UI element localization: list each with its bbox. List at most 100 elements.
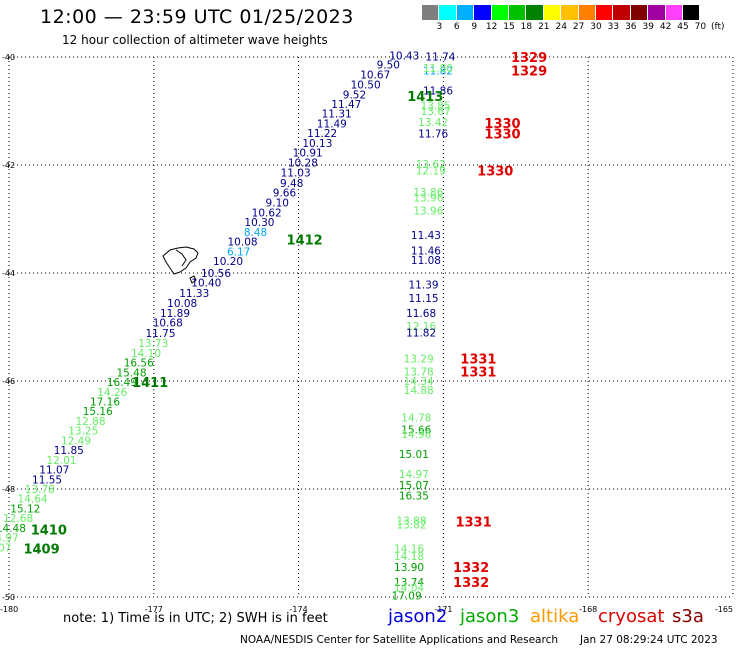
wave-height-value: 11.80 bbox=[423, 63, 453, 75]
pass-time-label: 1330 bbox=[477, 164, 513, 179]
colorbar-label: 21 bbox=[538, 22, 550, 32]
wave-height-value: 12.16 bbox=[406, 321, 436, 333]
lon-tick-label: -180 bbox=[0, 605, 18, 614]
colorbar-swatch bbox=[439, 5, 457, 20]
pass-time-label: 1411 bbox=[132, 376, 168, 391]
wave-height-value: 13.67 bbox=[421, 106, 451, 118]
wave-height-value: 8.48 bbox=[244, 227, 267, 239]
legend-note: note: 1) Time is in UTC; 2) SWH is in fe… bbox=[63, 611, 328, 626]
wave-height-value: 11.15 bbox=[409, 293, 439, 305]
wave-height-value: 11.03 bbox=[281, 168, 311, 180]
colorbar-swatch bbox=[630, 5, 649, 20]
wave-height-value: 11.85 bbox=[54, 445, 84, 457]
colorbar-label: 27 bbox=[572, 22, 585, 32]
wave-height-value: 11.68 bbox=[406, 308, 436, 320]
wave-height-value: 11.39 bbox=[409, 279, 439, 291]
wave-height-value: 10.56 bbox=[201, 268, 231, 280]
pass-time-label: 1332 bbox=[453, 576, 489, 591]
pass-time-label: 1330 bbox=[484, 117, 520, 132]
lon-tick-label: -168 bbox=[579, 605, 597, 614]
page-subtitle: 12 hour collection of altimeter wave hei… bbox=[62, 33, 328, 47]
wave-height-value: 11.47 bbox=[331, 99, 361, 111]
colorbar-swatch bbox=[683, 5, 701, 20]
colorbar-label: 9 bbox=[471, 22, 478, 32]
wave-height-value: 14.97 bbox=[399, 469, 429, 481]
colorbar-swatch bbox=[526, 5, 544, 20]
wave-height-value: 14.26 bbox=[97, 387, 127, 399]
pass-time-label: 1410 bbox=[31, 524, 67, 539]
wave-height-value: 12.01 bbox=[47, 455, 77, 467]
wave-height-value: 15.48 bbox=[116, 367, 146, 379]
colorbar-label: 6 bbox=[453, 22, 460, 32]
wave-height-value: 14.96 bbox=[401, 429, 431, 441]
lat-tick-label: -42 bbox=[2, 161, 15, 170]
wave-height-value: 14.64 bbox=[18, 494, 48, 506]
colorbar-label: 42 bbox=[659, 22, 672, 32]
pass-time-label: 1329 bbox=[511, 51, 547, 66]
wave-height-value: 13.78 bbox=[404, 366, 434, 378]
wave-height-values: 10.439.5010.6710.509.5211.4711.3111.4911… bbox=[0, 50, 456, 602]
wave-height-value: 14.88 bbox=[404, 385, 434, 397]
wave-height-value: 10.67 bbox=[360, 69, 390, 81]
legend-item-jason2: jason2 bbox=[388, 606, 448, 627]
wave-height-value: 9.10 bbox=[266, 197, 289, 209]
axis-ticks: -180 -177 -174 -171 -168 -165 -40 -42 -44 -46 -48 -… bbox=[0, 53, 733, 614]
wave-height-value: 9.66 bbox=[273, 188, 297, 200]
lon-tick-label: -177 bbox=[145, 605, 163, 614]
wave-height-value: 13.29 bbox=[404, 353, 434, 365]
pass-time-label: 1413 bbox=[407, 90, 443, 105]
colorbar-swatch bbox=[665, 5, 683, 20]
colorbar-swatch bbox=[648, 5, 666, 20]
wave-height-value: 10.68 bbox=[153, 318, 183, 330]
colorbar-label: 3 bbox=[436, 22, 443, 32]
lat-tick-label: -40 bbox=[2, 53, 15, 62]
wave-height-value: 11.86 bbox=[423, 85, 453, 97]
wave-height-value: 11.07 bbox=[39, 465, 69, 477]
pass-time-label: 1412 bbox=[287, 234, 323, 249]
wave-height-value: 15.12 bbox=[10, 503, 40, 515]
colorbar-swatch bbox=[578, 5, 596, 20]
footer-credit: NOAA/NESDIS Center for Satellite Applica… bbox=[240, 634, 558, 646]
wave-height-value: 12.19 bbox=[416, 165, 446, 177]
colorbar-label: 45 bbox=[677, 22, 689, 32]
footer-timestamp: Jan 27 08:29:24 UTC 2023 bbox=[580, 634, 718, 646]
wave-height-value: 16.49 bbox=[107, 377, 137, 389]
wave-height-value: 12.68 bbox=[3, 513, 33, 525]
colorbar-label: (ft) bbox=[711, 22, 725, 32]
wave-height-value: 11.43 bbox=[411, 230, 441, 242]
pass-time-label: 1329 bbox=[511, 65, 547, 80]
colorbar-label: 39 bbox=[642, 22, 654, 32]
lon-tick-label: -171 bbox=[434, 605, 452, 614]
wave-height-value: 14.04 bbox=[394, 582, 424, 594]
colorbar-label: 18 bbox=[520, 22, 533, 32]
colorbar-label: 12 bbox=[485, 22, 498, 32]
lat-tick-label: -48 bbox=[2, 485, 15, 494]
pass-time-label: 1330 bbox=[484, 128, 520, 143]
wave-height-value: 11.75 bbox=[145, 328, 175, 340]
wave-height-value: 15.01 bbox=[399, 449, 429, 461]
colorbar-label: 24 bbox=[555, 22, 567, 32]
wave-height-value: 10.08 bbox=[167, 298, 197, 310]
wave-height-value: 10.43 bbox=[389, 50, 419, 62]
wave-height-value: 15.16 bbox=[83, 406, 113, 418]
wave-height-value: 13.42 bbox=[418, 117, 448, 129]
wave-height-value: 10.13 bbox=[302, 138, 332, 150]
wave-height-value: 13.96 bbox=[413, 192, 443, 204]
wave-height-value: 14.10 bbox=[131, 348, 161, 360]
colorbar-swatch bbox=[509, 5, 527, 20]
pass-time-label: 1409 bbox=[23, 542, 59, 557]
wave-height-value: 11.31 bbox=[322, 109, 352, 121]
wave-height-value: 11.89 bbox=[160, 308, 190, 320]
wave-height-value: 12.07 bbox=[0, 542, 11, 554]
wave-height-value: 13.78 bbox=[25, 484, 55, 496]
wave-height-value: 11.76 bbox=[418, 129, 448, 141]
wave-height-value: 9.48 bbox=[280, 178, 303, 190]
wave-height-value: 13.74 bbox=[394, 577, 424, 589]
pass-time-labels: 1413141214111410140913291329133013301330… bbox=[23, 51, 547, 591]
wave-height-value: 14.34 bbox=[404, 376, 434, 388]
wave-height-value: 10.28 bbox=[288, 157, 318, 169]
wave-height-value: 10.08 bbox=[228, 237, 258, 249]
wave-height-value: 11.82 bbox=[406, 327, 436, 339]
wave-height-value: 12.88 bbox=[75, 416, 105, 428]
